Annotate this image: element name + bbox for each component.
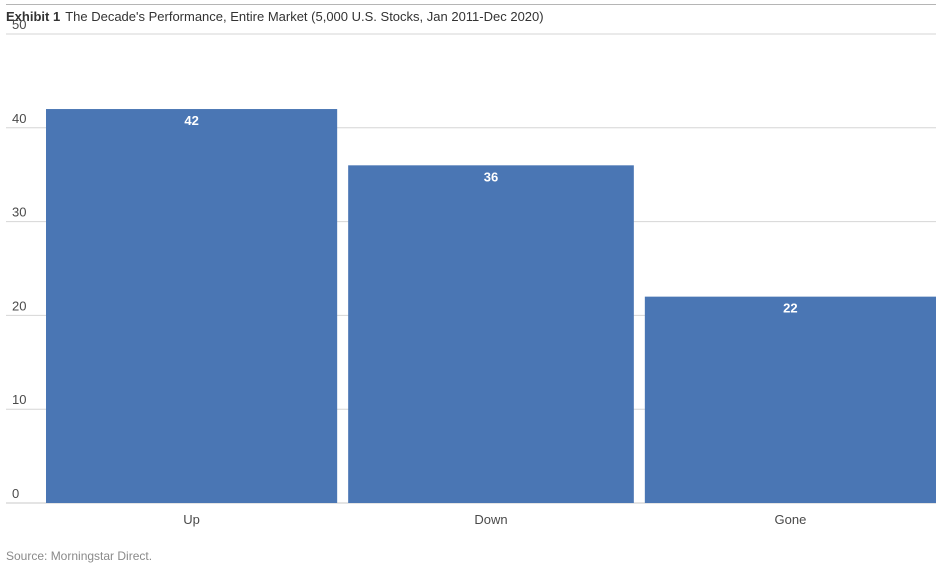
- top-rule: [6, 4, 936, 5]
- exhibit-label: Exhibit 1: [6, 9, 61, 24]
- y-axis-ticks: 0 10 20 30 40 50: [12, 17, 26, 501]
- data-label-down: 36: [484, 169, 498, 184]
- y-tick-label-50: 50: [12, 17, 26, 32]
- source-note: Source: Morningstar Direct.: [6, 549, 153, 563]
- bar-down: [348, 165, 634, 503]
- x-tick-label-up: Up: [183, 512, 200, 527]
- y-tick-label-20: 20: [12, 298, 26, 313]
- x-axis-ticks: Up Down Gone: [183, 512, 806, 527]
- data-label-gone: 22: [783, 301, 797, 316]
- bars: 42 36 22: [46, 109, 936, 503]
- x-tick-label-gone: Gone: [775, 512, 807, 527]
- bar-gone: [644, 296, 936, 503]
- y-tick-label-0: 0: [12, 486, 19, 501]
- y-tick-label-40: 40: [12, 111, 26, 126]
- bar-up: [46, 109, 338, 503]
- data-label-up: 42: [184, 113, 198, 128]
- y-tick-label-30: 30: [12, 205, 26, 220]
- x-tick-label-down: Down: [474, 512, 507, 527]
- y-tick-label-10: 10: [12, 392, 26, 407]
- chart-title-text: The Decade's Performance, Entire Market …: [65, 9, 544, 24]
- chart-title: Exhibit 1 The Decade's Performance, Entir…: [6, 9, 544, 24]
